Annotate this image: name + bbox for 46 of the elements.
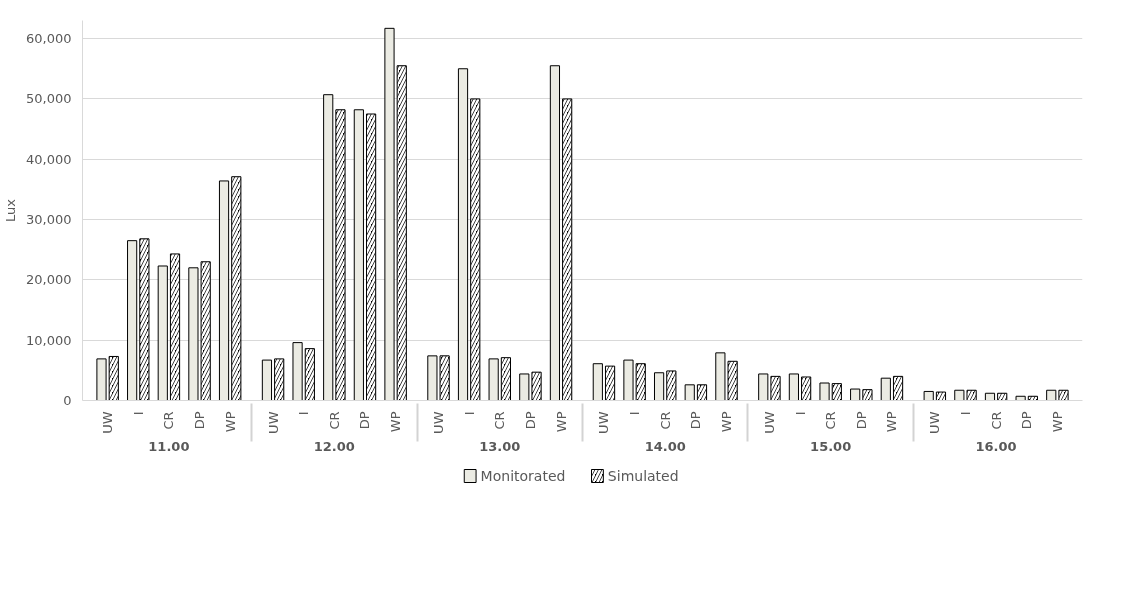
text: 11.00 [148, 438, 190, 454]
x-tick-label: CR [161, 411, 177, 430]
x-tick-label: I [461, 411, 477, 416]
y-tick-label: 0 [63, 393, 72, 408]
x-tick-label: CR [657, 411, 673, 430]
x-tick-label: DP [357, 411, 373, 430]
x-tick-label: WP [719, 411, 734, 433]
x-tick-label: DP [688, 411, 704, 430]
y-tick-label: 50,000 [26, 91, 72, 107]
x-tick-label: DP [1019, 411, 1035, 430]
y-tick-label: 40,000 [26, 151, 72, 167]
x-tick-label: I [792, 411, 808, 416]
y-tick-label: 30,000 [26, 212, 72, 228]
x-tick-label: I [296, 411, 312, 416]
y-tick-label: 60,000 [26, 31, 72, 47]
y-tick-label: 10,000 [26, 332, 72, 348]
x-tick-label: DP [522, 411, 538, 430]
x-tick-label: CR [823, 411, 839, 430]
x-tick-label: WP [1049, 411, 1065, 433]
text: 12.00 [313, 438, 355, 454]
x-tick-label: DP [192, 411, 208, 430]
x-tick-label: CR [326, 411, 342, 430]
legend-label: Monitorated [480, 468, 566, 484]
y-axis-title: Lux [3, 198, 19, 222]
text: 13.00 [479, 438, 521, 454]
x-tick-label: UW [927, 411, 943, 434]
legend-label: Simulated [607, 468, 679, 484]
x-tick-label: UW [100, 411, 116, 434]
x-tick-label: WP [222, 411, 238, 433]
x-tick-label: I [627, 411, 643, 416]
text: 14.00 [644, 438, 686, 454]
x-tick-label: DP [853, 411, 869, 430]
x-tick-label: UW [761, 411, 777, 434]
x-tick-label: UW [265, 411, 281, 434]
text: 15.00 [810, 438, 852, 454]
x-tick-label: CR [492, 411, 508, 430]
x-tick-label: WP [884, 411, 900, 433]
x-tick-label: WP [553, 411, 569, 433]
text: 16.00 [975, 438, 1017, 454]
x-tick-label: UW [431, 411, 446, 434]
x-tick-label: CR [988, 411, 1004, 430]
y-tick-label: 20,000 [26, 272, 72, 288]
x-tick-label: I [957, 411, 973, 416]
x-tick-label: I [130, 411, 146, 416]
x-tick-label: UW [596, 411, 612, 434]
x-tick-label: WP [388, 411, 404, 433]
